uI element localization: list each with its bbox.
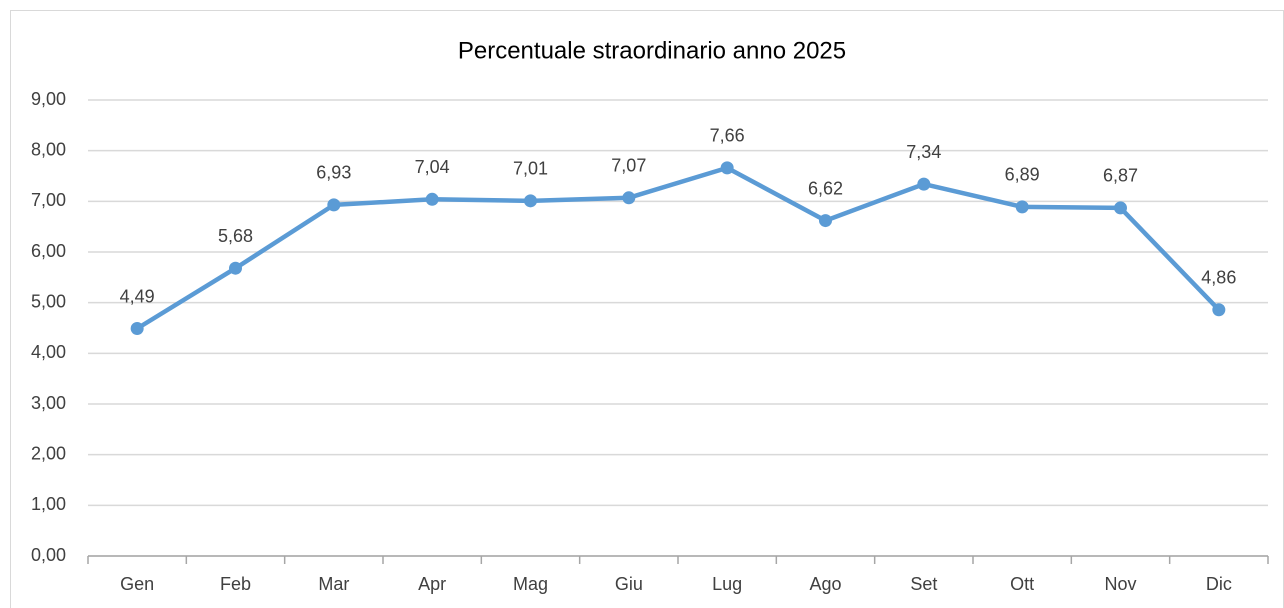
chart-title: Percentuale straordinario anno 2025 bbox=[458, 37, 846, 64]
data-label: 7,01 bbox=[513, 159, 548, 179]
data-point bbox=[524, 194, 537, 208]
x-tick-label: Mag bbox=[513, 574, 548, 594]
data-label: 4,49 bbox=[120, 286, 155, 306]
data-label: 7,04 bbox=[415, 157, 450, 177]
y-tick-label: 1,00 bbox=[31, 494, 66, 514]
x-tick-label: Gen bbox=[120, 574, 154, 594]
data-label: 6,62 bbox=[808, 178, 843, 198]
y-tick-label: 2,00 bbox=[31, 443, 66, 463]
series-line bbox=[134, 165, 1222, 331]
x-tick-label: Giu bbox=[615, 574, 643, 594]
x-tick-label: Apr bbox=[418, 574, 446, 594]
data-point bbox=[622, 191, 636, 205]
data-label: 7,34 bbox=[906, 142, 941, 162]
x-tick-label: Ott bbox=[1010, 574, 1034, 594]
x-tick-label: Set bbox=[910, 574, 937, 594]
y-tick-label: 9,00 bbox=[31, 89, 66, 109]
x-tick-label: Lug bbox=[712, 574, 742, 594]
chart-border bbox=[10, 10, 1284, 608]
data-point bbox=[327, 198, 341, 212]
data-point bbox=[425, 192, 439, 206]
data-point bbox=[1212, 303, 1226, 317]
y-tick-label: 4,00 bbox=[31, 342, 66, 362]
data-point bbox=[229, 261, 242, 275]
data-label: 7,07 bbox=[611, 156, 646, 176]
data-label: 4,86 bbox=[1201, 268, 1236, 288]
data-point bbox=[1114, 201, 1127, 215]
y-tick-label: 6,00 bbox=[31, 241, 66, 261]
x-tick-label: Nov bbox=[1104, 574, 1136, 594]
x-tick-label: Ago bbox=[809, 574, 841, 594]
data-point bbox=[720, 161, 734, 175]
x-tick-label: Feb bbox=[220, 574, 251, 594]
data-label: 6,93 bbox=[316, 163, 351, 183]
y-tick-label: 8,00 bbox=[31, 139, 66, 159]
data-point bbox=[917, 177, 931, 191]
data-point bbox=[1015, 200, 1029, 214]
data-label: 5,68 bbox=[218, 226, 253, 246]
y-tick-label: 5,00 bbox=[31, 291, 66, 311]
x-tick-label: Mar bbox=[318, 574, 349, 594]
data-label: 7,66 bbox=[710, 126, 745, 146]
y-tick-label: 7,00 bbox=[31, 190, 66, 210]
y-tick-label: 0,00 bbox=[31, 545, 66, 565]
data-label: 6,87 bbox=[1103, 166, 1138, 186]
y-tick-label: 3,00 bbox=[31, 393, 66, 413]
data-label: 6,89 bbox=[1005, 165, 1040, 185]
data-point bbox=[819, 214, 832, 228]
data-point bbox=[130, 322, 144, 336]
x-tick-label: Dic bbox=[1206, 574, 1232, 594]
